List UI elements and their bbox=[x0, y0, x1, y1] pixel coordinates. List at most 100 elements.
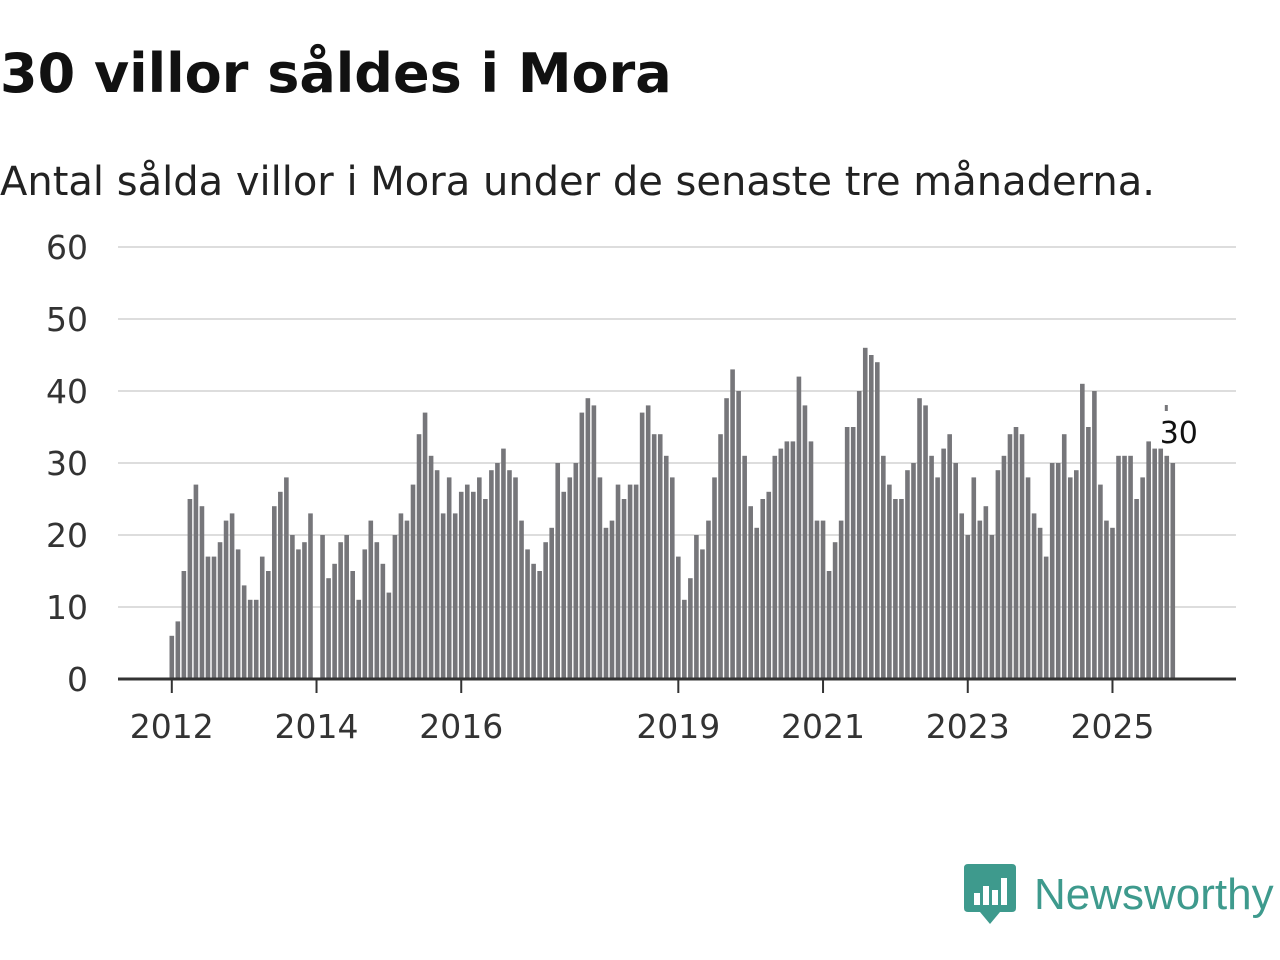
bar bbox=[772, 455, 778, 679]
bar bbox=[899, 499, 904, 679]
annotations: 30 bbox=[1160, 405, 1198, 451]
x-tick-label: 2019 bbox=[636, 707, 720, 746]
bar bbox=[211, 556, 217, 679]
bar bbox=[965, 535, 971, 679]
bar bbox=[579, 412, 585, 679]
bar bbox=[639, 412, 645, 679]
bar bbox=[326, 578, 331, 679]
bar bbox=[742, 455, 747, 679]
bar bbox=[284, 477, 289, 679]
bar bbox=[525, 549, 530, 679]
bar bbox=[181, 571, 187, 679]
bar bbox=[1037, 527, 1043, 679]
bar bbox=[241, 585, 247, 679]
last-value-label: 30 bbox=[1160, 416, 1198, 451]
bar bbox=[1061, 434, 1067, 679]
x-tick-label: 2014 bbox=[275, 707, 359, 746]
bar bbox=[676, 556, 681, 679]
bar bbox=[464, 484, 470, 679]
x-tick-label: 2016 bbox=[419, 707, 503, 746]
newsworthy-logo-icon bbox=[964, 864, 1016, 924]
x-axis bbox=[118, 677, 1236, 693]
bar bbox=[929, 455, 934, 679]
y-tick-label: 40 bbox=[46, 372, 88, 411]
bars bbox=[169, 347, 1176, 679]
bar bbox=[917, 398, 922, 679]
bar bbox=[989, 535, 995, 679]
bar bbox=[669, 477, 675, 679]
brand-logo: Newsworthy bbox=[964, 864, 1274, 926]
bar bbox=[458, 491, 464, 679]
bar bbox=[199, 506, 205, 679]
bar bbox=[603, 527, 609, 679]
bar bbox=[272, 506, 277, 679]
bar bbox=[748, 506, 753, 679]
bar bbox=[187, 499, 193, 679]
bar bbox=[1116, 455, 1121, 679]
bar bbox=[983, 506, 989, 679]
y-tick-label: 30 bbox=[46, 444, 88, 483]
bar bbox=[905, 470, 910, 679]
bar bbox=[495, 463, 500, 679]
bar bbox=[1164, 455, 1170, 679]
bar bbox=[235, 549, 241, 679]
bar bbox=[440, 513, 446, 679]
bar bbox=[380, 563, 386, 679]
label-leader bbox=[1164, 405, 1168, 411]
bar bbox=[229, 513, 235, 679]
bar bbox=[862, 347, 868, 679]
bar bbox=[1019, 434, 1025, 679]
bar bbox=[941, 448, 946, 679]
bar bbox=[1140, 477, 1145, 679]
x-axis-labels: 2012 2014 2016 2019 2021 2023 2025 bbox=[130, 707, 1155, 746]
bar bbox=[850, 427, 856, 679]
bar bbox=[296, 549, 301, 679]
bar bbox=[1080, 383, 1085, 679]
bar bbox=[410, 484, 416, 679]
bar bbox=[1031, 513, 1037, 679]
bar bbox=[278, 491, 283, 679]
bar bbox=[452, 513, 458, 679]
bar bbox=[1043, 556, 1049, 679]
bar bbox=[320, 535, 325, 679]
bar bbox=[507, 470, 512, 679]
bar bbox=[591, 405, 597, 679]
bar bbox=[826, 571, 832, 679]
x-tick-label: 2025 bbox=[1070, 707, 1154, 746]
chart-title: 30 villor såldes i Mora bbox=[0, 42, 672, 105]
bar bbox=[1146, 441, 1151, 679]
bar bbox=[718, 434, 723, 679]
bar bbox=[597, 477, 603, 679]
bar bbox=[700, 549, 705, 679]
bar bbox=[651, 434, 657, 679]
bar bbox=[1092, 391, 1097, 679]
bar bbox=[694, 535, 699, 679]
bar bbox=[477, 477, 482, 679]
bar bbox=[995, 470, 1001, 679]
bar bbox=[911, 463, 916, 679]
bar bbox=[633, 484, 639, 679]
bar bbox=[1128, 455, 1133, 679]
bar bbox=[223, 520, 229, 679]
bar bbox=[1122, 455, 1127, 679]
bar bbox=[1098, 484, 1103, 679]
bar bbox=[706, 520, 711, 679]
bar bbox=[501, 448, 506, 679]
bar bbox=[446, 477, 452, 679]
bar bbox=[820, 520, 826, 679]
bar bbox=[645, 405, 651, 679]
bar bbox=[416, 434, 422, 679]
bar bbox=[947, 434, 952, 679]
bar bbox=[386, 592, 392, 679]
bar bbox=[513, 477, 518, 679]
bar bbox=[265, 571, 271, 679]
bar bbox=[531, 563, 536, 679]
bar bbox=[868, 355, 874, 679]
bar bbox=[1152, 448, 1157, 679]
bar bbox=[356, 599, 362, 679]
bar bbox=[893, 499, 898, 679]
bar bbox=[1110, 527, 1115, 679]
bar bbox=[368, 520, 374, 679]
bar bbox=[808, 441, 814, 679]
bar bbox=[169, 635, 175, 679]
